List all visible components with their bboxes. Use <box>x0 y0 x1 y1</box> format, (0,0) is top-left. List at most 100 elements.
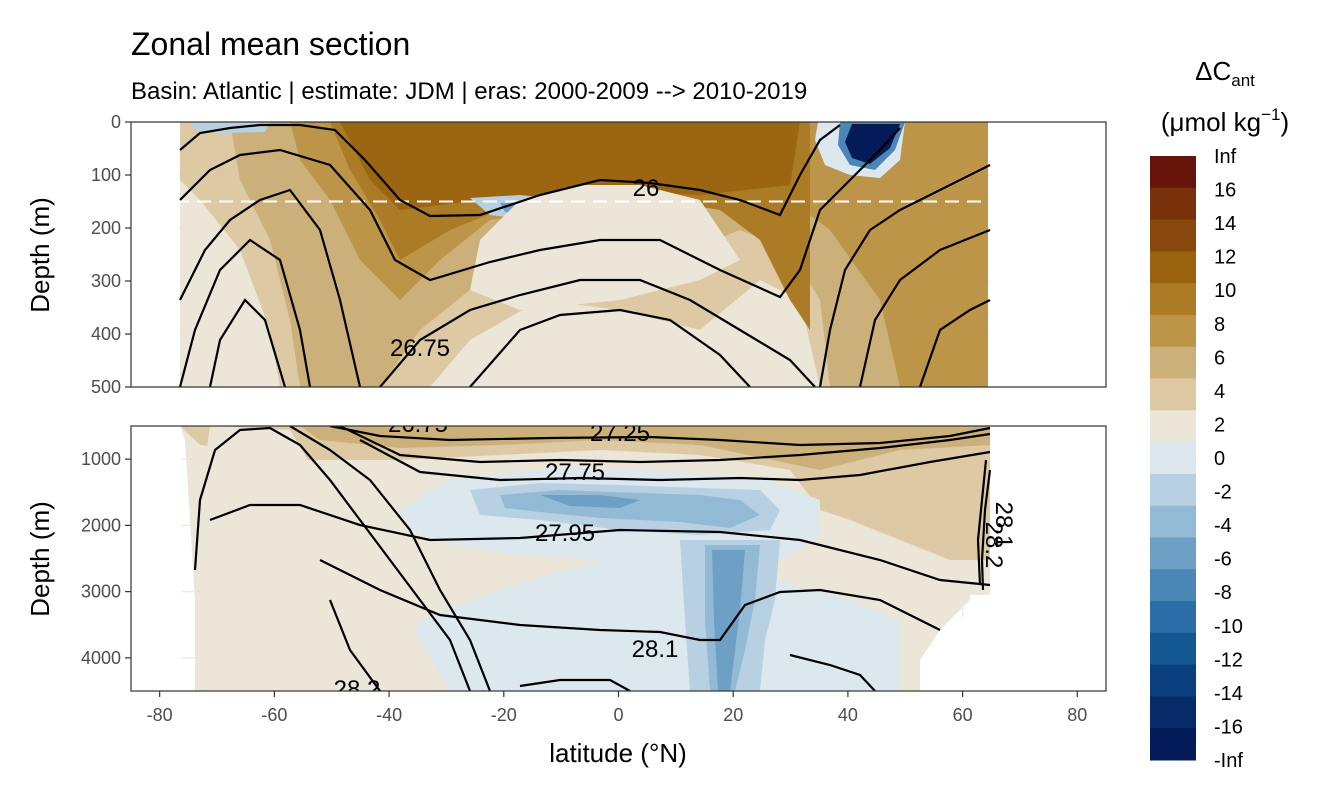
contour-label-27-25: 27.25 <box>590 420 650 447</box>
lower-ytick-label-0: 1000 <box>81 449 121 469</box>
xtick-label-0: -80 <box>147 705 173 725</box>
colorbar-label-9: 0 <box>1214 448 1225 470</box>
contour-sw-3 <box>208 298 287 387</box>
contour-27 <box>469 308 751 387</box>
contour-ne-3 <box>918 299 991 387</box>
fill-equatorial-dome <box>470 185 740 310</box>
colorbar-label-0: Inf <box>1214 146 1237 168</box>
upper-ytick-label-5: 500 <box>91 377 121 397</box>
fill-deep-plume-core <box>712 550 745 691</box>
contour-label-28-2: 28.2 <box>334 676 381 703</box>
contour-sw-1 <box>179 188 362 387</box>
lower-ytick-label-2: 3000 <box>81 582 121 602</box>
no-data-left-lower <box>131 426 181 691</box>
y-axis-label-upper: Depth (m) <box>25 197 55 313</box>
contour-label-north-a: 28.1 <box>990 502 1017 549</box>
contour-26-75 <box>379 278 816 387</box>
colorbar-label-3: 12 <box>1214 247 1236 269</box>
xtick-label-4: 0 <box>613 705 623 725</box>
no-data-right-lower <box>990 426 1106 691</box>
colorbar-swatch-16 <box>1150 664 1196 697</box>
colorbar-swatches <box>1150 156 1196 761</box>
xtick-label-3: -20 <box>491 705 517 725</box>
xtick-label-7: 60 <box>953 705 973 725</box>
colorbar-swatch-15 <box>1150 632 1196 666</box>
upper-ytick-label-0: 0 <box>111 112 121 132</box>
contour-label-28-1: 28.1 <box>632 636 679 663</box>
colorbar-label-16: -14 <box>1214 683 1243 705</box>
contour-26 <box>179 123 841 218</box>
colorbar-label-4: 10 <box>1214 280 1236 302</box>
lower-ytick-label-3: 4000 <box>81 648 121 668</box>
lower-ytick-label-1: 2000 <box>81 515 121 535</box>
colorbar-label-12: -6 <box>1214 549 1232 571</box>
upper-ytick-label-3: 300 <box>91 271 121 291</box>
contour-27-25 <box>329 426 991 447</box>
colorbar-swatch-7 <box>1150 378 1196 411</box>
fill-nadw-deep-core <box>540 495 640 508</box>
colorbar-title: ΔCant <box>1195 56 1255 90</box>
colorbar-unit: (μmol kg−1) <box>1161 105 1289 137</box>
contour-28-2b <box>519 678 631 691</box>
colorbar-swatch-17 <box>1150 696 1196 729</box>
colorbar-swatch-0 <box>1150 156 1196 189</box>
colorbar-swatch-10 <box>1150 473 1196 507</box>
colorbar-label-15: -12 <box>1214 649 1243 671</box>
lower-panel: 27.25 27.75 27.95 28.1 28.2 26.75 28.1 2… <box>81 411 1107 703</box>
contour-ne-1 <box>818 164 991 387</box>
contour-south-steep-2 <box>289 426 492 691</box>
contour-label-27-75: 27.75 <box>545 459 605 486</box>
contour-label-north-b: 28.2 <box>980 522 1007 569</box>
colorbar-label-13: -8 <box>1214 582 1232 604</box>
no-data-right-upper <box>990 122 1106 387</box>
contour-26-5 <box>179 127 901 299</box>
lower-panel-fill: 27.25 27.75 27.95 28.1 28.2 26.75 28.1 2… <box>131 411 1106 703</box>
upper-y-ticks: 0 100 200 300 400 500 <box>91 112 131 397</box>
colorbar-label-6: 6 <box>1214 347 1225 369</box>
colorbar-label-5: 8 <box>1214 314 1225 336</box>
contour-sw-2 <box>178 238 312 387</box>
contour-27-75 <box>359 439 991 482</box>
contour-north-steep-1 <box>976 459 988 586</box>
contour-label-26-75-lower: 26.75 <box>388 411 448 438</box>
contour-label-26-75: 26.75 <box>390 335 450 362</box>
upper-panel: 26 26.75 0 100 200 300 400 500 <box>91 112 1107 397</box>
colorbar-swatch-1 <box>1150 187 1196 221</box>
lower-y-ticks: 1000 2000 3000 4000 <box>81 449 131 668</box>
xtick-label-2: -40 <box>376 705 402 725</box>
colorbar-label-10: -2 <box>1214 482 1232 504</box>
colorbar-swatch-3 <box>1150 251 1196 284</box>
contour-28-1 <box>319 559 941 642</box>
upper-ytick-label-4: 400 <box>91 324 121 344</box>
colorbar-label-1: 16 <box>1214 180 1236 202</box>
xtick-label-6: 40 <box>838 705 858 725</box>
fill-south-deep <box>195 426 450 691</box>
colorbar-swatch-8 <box>1150 410 1196 443</box>
x-axis-label: latitude (°N) <box>549 738 687 768</box>
contour-27-5 <box>339 426 991 464</box>
upper-panel-border <box>130 121 1107 388</box>
colorbar: ΔCant (μmol kg−1) Inf 16 14 12 10 8 6 4 2 0 -2 -4 -6… <box>1150 56 1289 772</box>
contour-28-2a <box>328 599 381 691</box>
xtick-label-8: 80 <box>1067 705 1087 725</box>
no-data-left-upper <box>131 122 179 387</box>
upper-panel-fill: 26 26.75 <box>131 122 1106 387</box>
fill-north-atlantic-core <box>845 124 900 164</box>
chart-title: Zonal mean section <box>131 26 410 62</box>
colorbar-label-17: -16 <box>1214 716 1243 738</box>
colorbar-swatch-14 <box>1150 601 1196 634</box>
contour-south-steep-1 <box>193 426 472 691</box>
colorbar-swatch-2 <box>1150 219 1196 252</box>
colorbar-swatch-5 <box>1150 314 1196 348</box>
colorbar-label-18: -Inf <box>1214 750 1243 772</box>
colorbar-swatch-4 <box>1150 283 1196 316</box>
upper-ytick-label-1: 100 <box>91 165 121 185</box>
no-data-bottom-right <box>920 600 990 691</box>
colorbar-labels: Inf 16 14 12 10 8 6 4 2 0 -2 -4 -6 -8 -10 -12 -14 -16 -Inf <box>1214 146 1243 772</box>
colorbar-label-11: -4 <box>1214 515 1232 537</box>
upper-contours <box>178 123 991 387</box>
colorbar-swatch-9 <box>1150 442 1196 475</box>
colorbar-label-14: -10 <box>1214 616 1243 638</box>
colorbar-swatch-6 <box>1150 346 1196 380</box>
x-axis-ticks: -80 -60 -40 -20 0 20 40 60 80 <box>147 691 1087 725</box>
